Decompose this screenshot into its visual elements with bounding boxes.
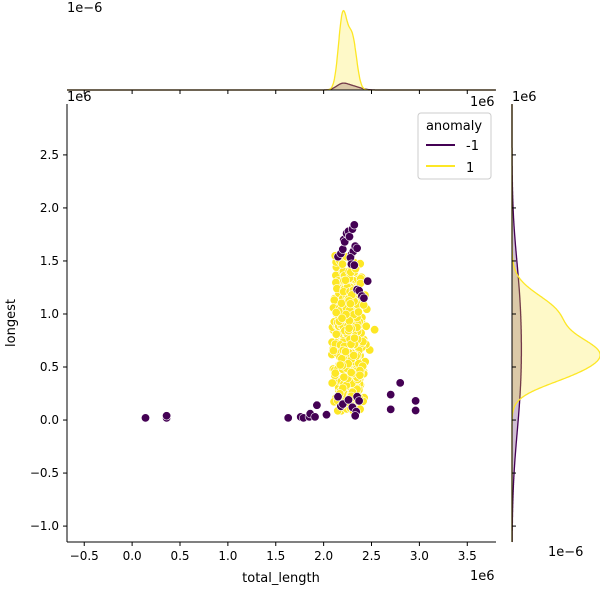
point--1 <box>283 413 293 423</box>
point--1 <box>386 404 396 414</box>
point--1 <box>386 390 396 400</box>
y-tick-label: 0.0 <box>40 413 59 427</box>
y-axis-label: longest <box>4 299 19 347</box>
point-1 <box>349 333 359 343</box>
point-1 <box>340 275 350 285</box>
right-marginal-bottom-scale-label: 1e−6 <box>548 545 583 560</box>
x-axis-label: total_length <box>242 571 320 586</box>
point-1 <box>346 367 356 377</box>
point-1 <box>341 347 351 357</box>
point--1 <box>321 410 331 420</box>
y-tick-label: −1.0 <box>30 519 59 533</box>
point--1 <box>162 411 172 421</box>
point-1 <box>335 360 345 370</box>
x-tick-label: −0.5 <box>70 549 99 563</box>
point--1 <box>349 220 359 230</box>
point-1 <box>331 329 341 339</box>
y-scale-label: 1e6 <box>67 90 92 105</box>
x-tick-label: 1.0 <box>218 549 237 563</box>
point-1 <box>353 307 363 317</box>
point-1 <box>349 350 359 360</box>
y-tick-label: 1.0 <box>40 307 59 321</box>
top-marginal-kde <box>67 9 496 91</box>
point-1 <box>337 259 347 269</box>
point--1 <box>343 395 353 405</box>
right-kde-fill-1 <box>512 104 600 542</box>
x-tick-label: 0.5 <box>170 549 189 563</box>
legend-title: anomaly <box>426 119 482 134</box>
point--1 <box>350 411 360 421</box>
point--1 <box>411 396 421 406</box>
top-kde-line-1 <box>67 9 496 91</box>
y-tick-label: 1.5 <box>40 254 59 268</box>
y-tick-label: 2.0 <box>40 201 59 215</box>
point-1 <box>328 346 338 356</box>
top-kde-fill--1 <box>67 83 496 90</box>
right-marginal-kde <box>511 104 600 543</box>
point--1 <box>333 392 343 402</box>
x-tick-label: 0.0 <box>123 549 142 563</box>
point-1 <box>327 378 337 388</box>
x-tick-label: 3.5 <box>458 549 477 563</box>
top-kde-line--1 <box>67 82 496 91</box>
x-tick-label: 3.0 <box>410 549 429 563</box>
x-tick-label: 2.0 <box>314 549 333 563</box>
point-1 <box>361 321 371 331</box>
x-scale-label-top: 1e6 <box>470 95 495 110</box>
point--1 <box>349 260 359 270</box>
y-tick-label: 0.5 <box>40 360 59 374</box>
top-marginal-scale-label: 1e−6 <box>67 1 102 16</box>
point-1 <box>330 368 340 378</box>
point--1 <box>363 276 373 286</box>
legend-label-1: 1 <box>466 161 474 176</box>
legend: anomaly -1 1 <box>417 112 492 180</box>
point--1 <box>141 413 151 423</box>
x-tick-label: 1.5 <box>266 549 285 563</box>
point-1 <box>345 299 355 309</box>
point-1 <box>355 370 365 380</box>
legend-label-neg1: -1 <box>466 139 479 154</box>
point-1 <box>370 325 380 335</box>
x-scale-label: 1e6 <box>470 569 495 584</box>
point--1 <box>352 243 362 253</box>
top-kde-fill-1 <box>67 10 496 91</box>
point--1 <box>344 232 354 242</box>
point-1 <box>339 372 349 382</box>
point--1 <box>359 293 369 303</box>
point--1 <box>312 400 322 410</box>
y-tick-label: −0.5 <box>30 466 59 480</box>
point--1 <box>395 378 405 388</box>
point--1 <box>411 405 421 415</box>
scatter-points <box>141 220 421 423</box>
point-1 <box>337 313 347 323</box>
point--1 <box>338 244 348 254</box>
point--1 <box>354 396 364 406</box>
point-1 <box>336 298 346 308</box>
right-marginal-scale-label: 1e6 <box>512 90 537 105</box>
y-tick-label: 2.5 <box>40 148 59 162</box>
point-1 <box>344 323 354 333</box>
main-axes: −0.5 0.0 0.5 1.0 1.5 2.0 2.5 3.0 3.5 −1.0 −0.5 0.0 0… <box>30 89 516 563</box>
point--1 <box>310 412 320 422</box>
x-tick-label: 2.5 <box>362 549 381 563</box>
right-kde-fill--1 <box>512 104 522 542</box>
point-1 <box>331 307 341 317</box>
